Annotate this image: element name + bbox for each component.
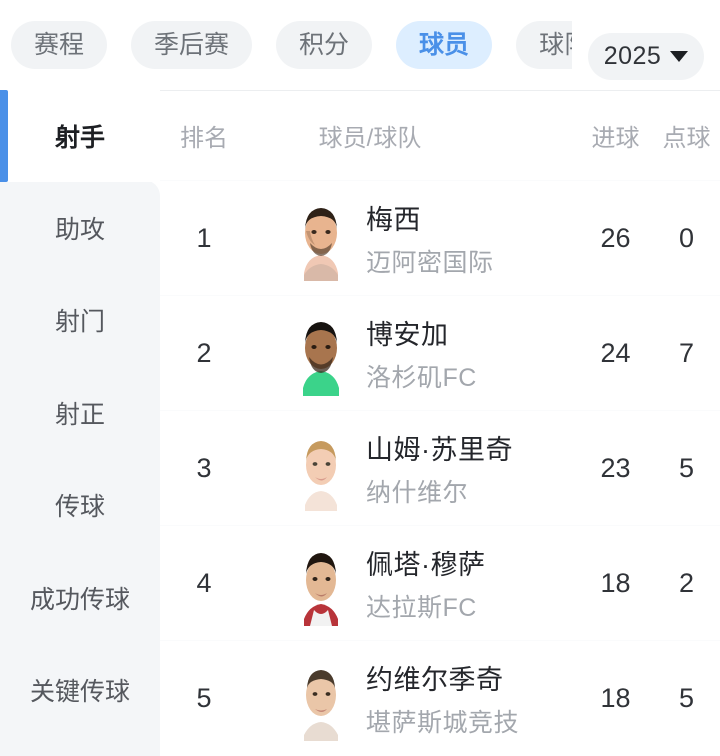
tab-label: 赛程 bbox=[34, 31, 85, 59]
header-divider bbox=[160, 90, 720, 91]
active-indicator-bar bbox=[0, 90, 8, 182]
sidebar-item-shots[interactable]: 射门 bbox=[0, 274, 160, 366]
player-name: 梅西 bbox=[366, 204, 421, 235]
year-selector[interactable]: 2025 bbox=[588, 33, 704, 80]
rank-value: 5 bbox=[196, 682, 212, 713]
penalties-value: 5 bbox=[678, 452, 695, 483]
rank-value: 2 bbox=[196, 337, 212, 368]
sidebar-item-label: 射正 bbox=[54, 401, 105, 429]
tab-label: 积分 bbox=[299, 31, 350, 59]
goals-value: 26 bbox=[600, 222, 631, 253]
player-photo bbox=[292, 310, 350, 396]
column-header-goals: 进球 bbox=[591, 125, 640, 152]
goals-value: 18 bbox=[600, 567, 631, 598]
sidebar-item-key-passes[interactable]: 关键传球 bbox=[0, 644, 160, 736]
player-photo bbox=[292, 195, 350, 281]
column-header-rank: 排名 bbox=[180, 125, 228, 152]
table-row[interactable]: 4 佩塔·穆萨 达拉斯FC bbox=[160, 525, 720, 640]
tab-standings[interactable]: 积分 bbox=[276, 21, 373, 69]
player-photo bbox=[292, 655, 350, 741]
rank-value: 1 bbox=[196, 222, 212, 253]
player-photo bbox=[292, 425, 350, 511]
penalties-value: 2 bbox=[678, 567, 695, 598]
player-name: 博安加 bbox=[366, 319, 449, 350]
goals-value: 23 bbox=[600, 452, 631, 483]
sidebar-item-label: 射门 bbox=[54, 308, 105, 336]
team-name: 迈阿密国际 bbox=[366, 248, 494, 277]
chevron-down-icon bbox=[670, 51, 689, 62]
sidebar-item-label: 射手 bbox=[54, 124, 105, 152]
tab-playoffs[interactable]: 季后赛 bbox=[131, 21, 253, 69]
tab-label: 季后赛 bbox=[154, 31, 230, 59]
sidebar-panel-background bbox=[0, 180, 160, 756]
sidebar-item-label: 助攻 bbox=[54, 216, 105, 244]
tab-label: 球员 bbox=[419, 31, 470, 59]
sidebar-item-label: 关键传球 bbox=[29, 678, 130, 706]
sidebar-item-shots-on-target[interactable]: 射正 bbox=[0, 367, 160, 459]
penalties-value: 0 bbox=[678, 222, 695, 253]
team-name: 堪萨斯城竞技 bbox=[366, 708, 520, 737]
sidebar-item-label: 传球 bbox=[54, 493, 105, 521]
table-row[interactable]: 2 博安加 洛杉矶FC bbox=[160, 295, 720, 410]
team-name: 达拉斯FC bbox=[366, 593, 477, 622]
sidebar-item-scorers[interactable]: 射手 bbox=[0, 90, 160, 182]
table-header-row: 排名 球员/球队 进球 点球 bbox=[160, 91, 720, 180]
tab-schedule[interactable]: 赛程 bbox=[11, 21, 108, 69]
stat-category-sidebar: 射手 助攻 射门 射正 传球 成功传球 关键传球 bbox=[0, 90, 160, 756]
column-header-player: 球员/球队 bbox=[318, 125, 422, 152]
sidebar-item-passes[interactable]: 传球 bbox=[0, 459, 160, 551]
rank-value: 4 bbox=[196, 567, 212, 598]
goals-value: 18 bbox=[600, 682, 631, 713]
sidebar-item-assists[interactable]: 助攻 bbox=[0, 182, 160, 274]
penalties-value: 5 bbox=[678, 682, 695, 713]
tab-players[interactable]: 球员 bbox=[396, 21, 493, 69]
player-name: 山姆·苏里奇 bbox=[366, 434, 513, 465]
year-selector-value: 2025 bbox=[603, 42, 662, 70]
rank-value: 3 bbox=[196, 452, 212, 483]
team-name: 洛杉矶FC bbox=[366, 363, 477, 392]
table-row[interactable]: 1 梅西 迈阿 bbox=[160, 180, 720, 295]
player-name: 佩塔·穆萨 bbox=[366, 549, 486, 580]
table-row[interactable]: 3 山姆·苏里奇 纳什维尔 bbox=[160, 410, 720, 525]
column-header-penalties: 点球 bbox=[662, 125, 711, 152]
stats-table: 排名 球员/球队 进球 点球 1 bbox=[160, 91, 720, 756]
player-name: 约维尔季奇 bbox=[366, 664, 504, 695]
goals-value: 24 bbox=[600, 337, 631, 368]
table-row[interactable]: 5 约维尔季奇 堪萨斯城竞技 bbox=[160, 640, 720, 755]
sidebar-item-label: 成功传球 bbox=[29, 586, 130, 614]
team-name: 纳什维尔 bbox=[366, 478, 469, 507]
player-photo bbox=[292, 540, 350, 626]
penalties-value: 7 bbox=[678, 337, 695, 368]
sidebar-item-completed-passes[interactable]: 成功传球 bbox=[0, 552, 160, 644]
